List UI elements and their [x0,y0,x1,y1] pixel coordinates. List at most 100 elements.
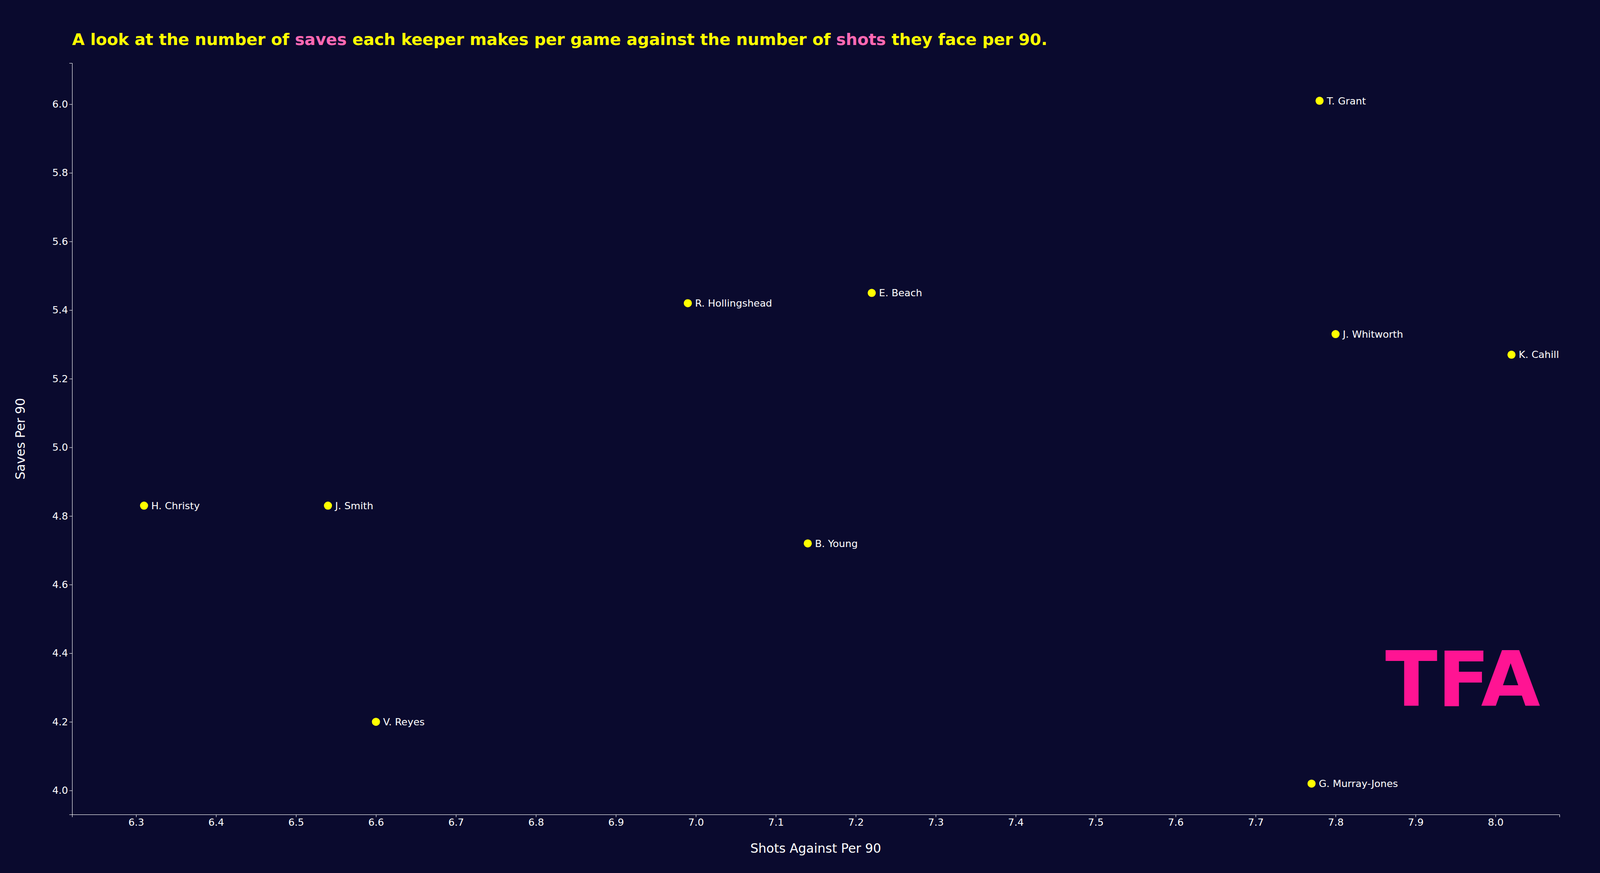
tick-label: 4.0 [52,785,69,797]
watermark: TFA [1385,635,1541,725]
tick: 7.7 [1247,814,1264,829]
title-part: shots [836,30,886,49]
point [1507,350,1516,360]
tick: 7.4 [1008,814,1024,829]
tick: 7.8 [1327,814,1344,829]
x-axis-title: Shots Against Per 90 [750,841,882,857]
tick-label: 4.4 [52,647,69,660]
tick: 5.0 [52,441,73,454]
tick-mark [69,584,73,586]
tick-label: 6.5 [288,817,305,829]
point-label: J. Whitworth [1341,328,1404,341]
tick-label: 4.6 [52,579,69,591]
title-part: each keeper makes per game against the n… [346,30,837,49]
tick: 6.6 [368,814,385,829]
y-axis-title: Saves Per 90 [13,398,28,480]
tick-label: 7.9 [1407,817,1424,829]
tick-label: 4.8 [52,510,69,523]
tick: 5.8 [52,167,73,179]
tick: 6.4 [208,814,225,829]
tick: 6.5 [288,814,305,829]
tick: 6.3 [128,814,145,829]
tick: 6.0 [52,98,73,110]
tick-label: 7.5 [1087,817,1104,829]
point [140,501,149,510]
tick: 4.2 [52,716,73,728]
title-part: they face per 90. [886,30,1048,49]
point-label: T. Grant [1326,95,1366,107]
point [1315,96,1324,105]
y-axis: 4.0 4.2 4.4 4.6 4.8 5.0 5.2 5.4 5.6 5.8 6.0 [52,63,73,816]
tick-mark [69,172,73,174]
tick: 6.8 [528,814,545,829]
tick-label: 7.6 [1168,817,1184,829]
tick: 4.8 [52,510,73,523]
point-label: V. Reyes [383,716,425,728]
point-label: E. Beach [878,287,923,299]
tick-label: 5.6 [52,236,69,248]
tick: 5.6 [52,236,73,248]
tick-label: 5.0 [52,441,69,454]
x-axis: 6.3 6.4 6.5 6.6 6.7 6.8 6.9 7.0 7.1 7.2 7.3 7.4 7.5 7… [72,814,1560,829]
title: A look at the number of saves each keepe… [72,30,1048,49]
tick: 6.7 [448,814,464,829]
tick-label: 5.4 [52,304,69,316]
tick-label: 6.7 [448,817,464,829]
tick: 7.1 [768,814,784,829]
tick-label: 6.3 [128,817,145,829]
tick-label: 6.6 [368,817,385,829]
tick: 6.9 [608,814,624,829]
point-label: K. Cahill [1518,349,1560,361]
tick: 7.5 [1087,814,1104,829]
point [1331,330,1340,339]
point-labels: T. Grant R. Hollingshead E. Beach J. Whitwo… [151,95,1560,791]
tick-mark [69,241,73,242]
point [803,539,812,548]
tick-label: 5.2 [52,373,69,385]
tick-label: 6.0 [52,98,69,110]
tick-label: 6.4 [208,817,225,829]
tick-label: 7.2 [848,817,864,829]
point [867,289,876,298]
tick-mark [69,722,73,723]
tick: 7.3 [927,814,944,829]
plot: 6.3 6.4 6.5 6.6 6.7 6.8 6.9 7.0 7.1 7.2 7.3 7.4 7.5 7… [52,63,1560,829]
tick: 8.0 [1487,814,1504,829]
point-label: R. Hollingshead [695,297,773,310]
tick-label: 8.0 [1487,817,1504,829]
point-label: B. Young [814,538,858,550]
tick-label: 7.0 [688,817,705,829]
title-part: saves [295,30,347,49]
point [323,501,332,510]
chart: 6.3 6.4 6.5 6.6 6.7 6.8 6.9 7.0 7.1 7.2 7.3 7.4 7.5 7… [0,0,1600,873]
tick-mark [69,378,73,380]
point [372,718,381,727]
tick-label: 7.1 [768,817,784,829]
tick-mark [69,653,73,655]
tick: 4.0 [52,785,73,797]
tick-mark [69,447,73,449]
tick-label: 7.3 [927,817,944,829]
point-label: H. Christy [151,500,200,512]
point-label: J. Smith [334,500,374,512]
tick: 7.2 [848,814,864,829]
tick: 4.4 [52,647,73,660]
tick-label: 4.2 [52,716,69,728]
tick-label: 6.9 [608,817,624,829]
point-label: G. Murray-Jones [1318,778,1399,790]
title-part: A look at the number of [72,30,296,49]
tick-mark [69,790,73,792]
point [1307,779,1316,788]
tick-label: 7.7 [1247,817,1264,829]
axis-line [69,63,73,816]
tick-label: 7.4 [1008,817,1024,829]
tick-mark [69,516,73,517]
points [140,96,1516,789]
tick: 7.9 [1407,814,1424,829]
point [683,299,692,308]
tick-label: 5.8 [52,167,69,179]
tick-label: 6.8 [528,817,545,829]
tick: 7.0 [688,814,705,829]
tick: 5.2 [52,373,73,385]
tick: 5.4 [52,304,73,316]
